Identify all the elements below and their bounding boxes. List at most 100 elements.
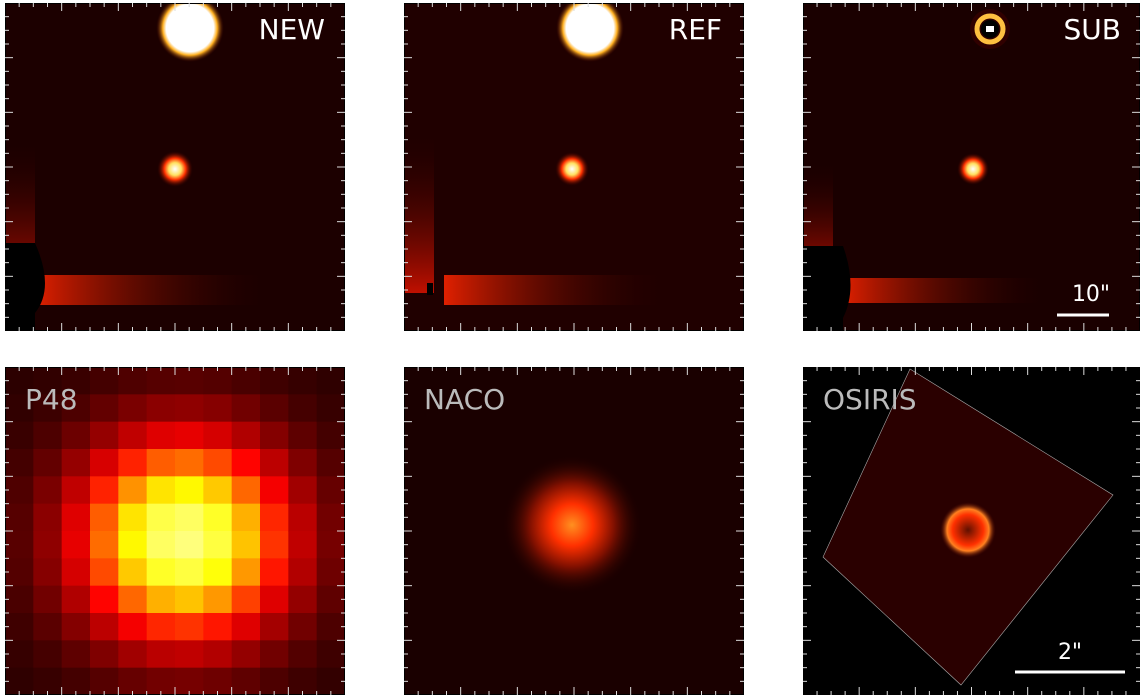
- pixel: [118, 367, 147, 395]
- pixel: [232, 367, 261, 395]
- pixel: [62, 422, 91, 450]
- pixel: [90, 613, 119, 641]
- pixel: [90, 640, 119, 668]
- pixel: [5, 422, 34, 450]
- pixel: [232, 394, 261, 422]
- pixel: [147, 558, 176, 586]
- pixel: [118, 476, 147, 504]
- pixel: [118, 422, 147, 450]
- panel-label: NEW: [259, 13, 325, 46]
- pixel: [288, 504, 317, 532]
- image-panel: SUB 10": [803, 3, 1140, 331]
- pixel: [147, 668, 176, 695]
- pixel: [203, 558, 232, 586]
- pixel: [288, 668, 317, 695]
- pixel: [5, 613, 34, 641]
- pixel: [317, 504, 345, 532]
- pixel: [260, 586, 289, 614]
- pixel: [5, 476, 34, 504]
- pixel: [288, 586, 317, 614]
- pixel: [118, 668, 147, 695]
- pixel: [175, 422, 204, 450]
- pixel: [147, 531, 176, 559]
- panel-label: NACO: [424, 383, 505, 416]
- pixel: [317, 449, 345, 477]
- pixel: [203, 668, 232, 695]
- pixel: [62, 586, 91, 614]
- pixel: [33, 586, 62, 614]
- pixel: [175, 367, 204, 395]
- pixel: [175, 668, 204, 695]
- pixel: [175, 586, 204, 614]
- pixel: [118, 613, 147, 641]
- pixel: [62, 668, 91, 695]
- pixel: [118, 504, 147, 532]
- pixel: [5, 640, 34, 668]
- pixel: [147, 367, 176, 395]
- pixel: [260, 504, 289, 532]
- pixel: [232, 476, 261, 504]
- pixel: [175, 449, 204, 477]
- pixel: [147, 394, 176, 422]
- pixel: [118, 558, 147, 586]
- source: [940, 502, 996, 558]
- pixel: [33, 613, 62, 641]
- pixel: [260, 558, 289, 586]
- panel-label: REF: [669, 13, 722, 46]
- pixel: [118, 394, 147, 422]
- pixel: [288, 449, 317, 477]
- pixel: [232, 531, 261, 559]
- pixel: [33, 668, 62, 695]
- pixel: [62, 640, 91, 668]
- pixel: [90, 504, 119, 532]
- pixel: [317, 640, 345, 668]
- pixel: [260, 531, 289, 559]
- pixel: [5, 531, 34, 559]
- pixel: [317, 668, 345, 695]
- pixel: [118, 586, 147, 614]
- pixel: [147, 504, 176, 532]
- pixel: [288, 422, 317, 450]
- pixel: [317, 422, 345, 450]
- pixel: [232, 613, 261, 641]
- pixel: [118, 531, 147, 559]
- pixel: [317, 586, 345, 614]
- pixel: [232, 422, 261, 450]
- image-panel: P48: [5, 367, 345, 695]
- source: [957, 153, 989, 185]
- pixel: [203, 367, 232, 395]
- figure: NEW REF SUB 10" P48 NACO OSIRIS 2": [0, 0, 1140, 698]
- pixel: [317, 367, 345, 395]
- pixel: [33, 531, 62, 559]
- pixel: [147, 422, 176, 450]
- pixel: [62, 449, 91, 477]
- pixel: [33, 449, 62, 477]
- panel-label: SUB: [1064, 13, 1121, 46]
- pixel: [260, 449, 289, 477]
- pixel: [317, 394, 345, 422]
- pixel: [203, 586, 232, 614]
- pixel: [62, 558, 91, 586]
- pixel: [317, 476, 345, 504]
- pixel: [317, 531, 345, 559]
- pixel: [288, 367, 317, 395]
- pixel: [5, 668, 34, 695]
- pixel: [175, 640, 204, 668]
- pixel: [147, 476, 176, 504]
- pixel: [90, 367, 119, 395]
- image-panel: OSIRIS 2": [803, 367, 1140, 695]
- pixel: [175, 504, 204, 532]
- panel-label: P48: [25, 383, 78, 416]
- pixel: [62, 504, 91, 532]
- pixel: [260, 640, 289, 668]
- pixel: [118, 449, 147, 477]
- pixel: [288, 531, 317, 559]
- pixel: [260, 367, 289, 395]
- pixel: [33, 504, 62, 532]
- pixel: [203, 531, 232, 559]
- pixel: [203, 640, 232, 668]
- pixel: [90, 394, 119, 422]
- pixel: [203, 394, 232, 422]
- pixel: [232, 640, 261, 668]
- pixel: [260, 394, 289, 422]
